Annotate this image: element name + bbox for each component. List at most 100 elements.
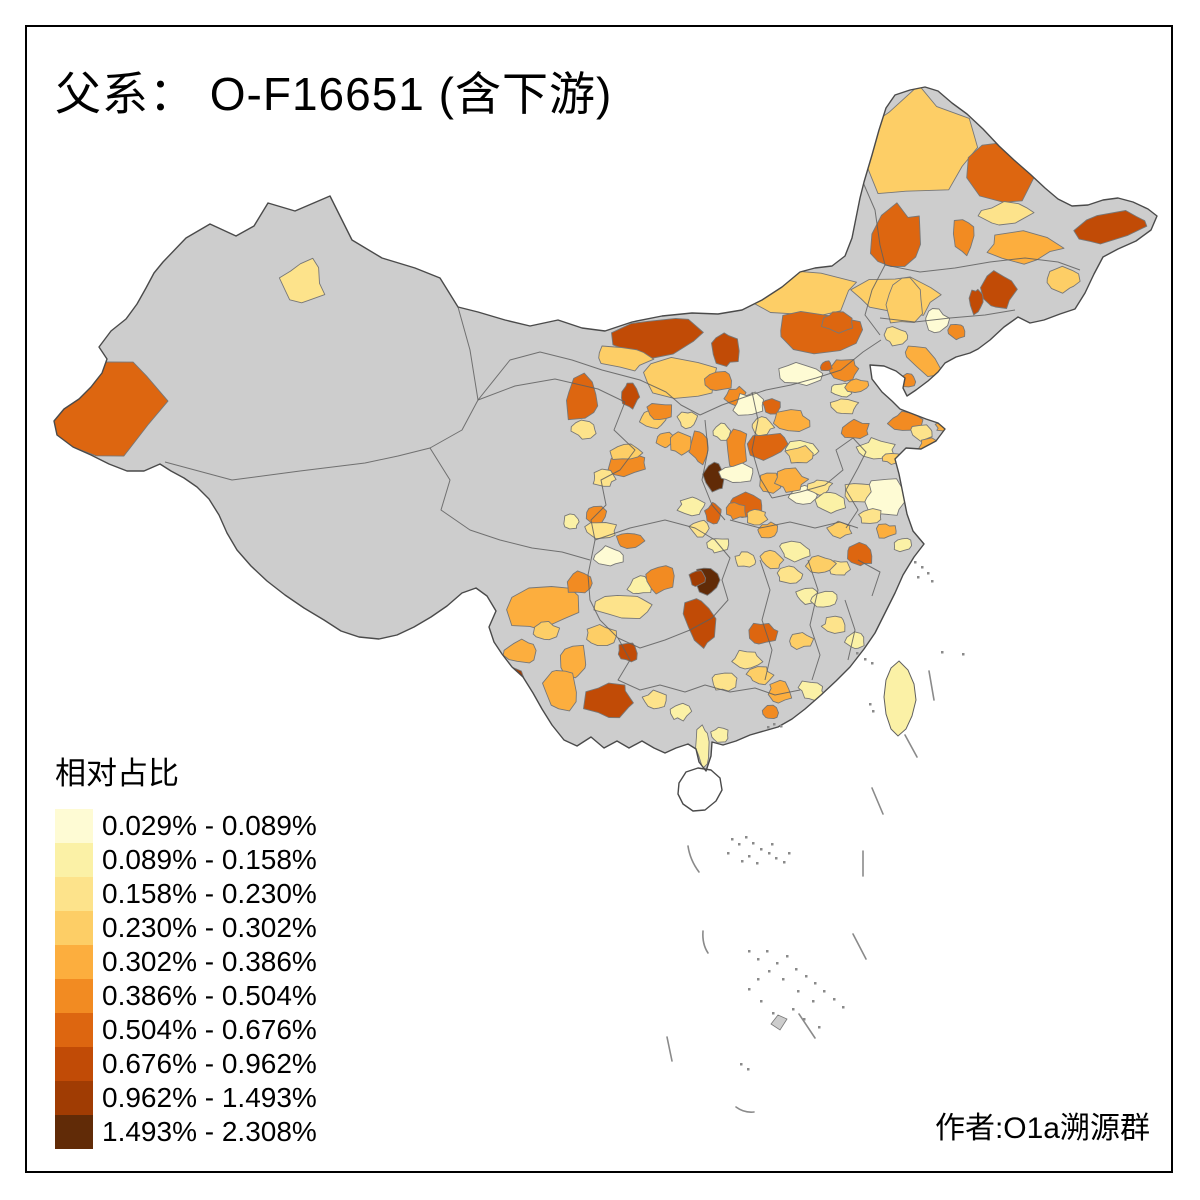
sea-islet-dot	[775, 857, 778, 860]
map-region	[746, 432, 789, 461]
map-region	[858, 508, 882, 524]
legend-row: 0.962% - 1.493%	[55, 1081, 317, 1115]
legend-row: 0.230% - 0.302%	[55, 911, 317, 945]
legend-row: 0.029% - 0.089%	[55, 809, 317, 843]
map-region	[925, 308, 951, 334]
map-region	[710, 726, 729, 743]
map-region	[968, 288, 984, 316]
legend-title: 相对占比	[55, 756, 179, 791]
sea-islet-dot	[812, 1000, 815, 1003]
sea-islet-dot	[842, 1006, 845, 1009]
legend-label: 1.493% - 2.308%	[102, 1116, 317, 1147]
map-region	[789, 632, 815, 650]
map-region	[748, 622, 779, 645]
map-title: 父系： O-F16651 (含下游)	[55, 68, 613, 120]
legend-label: 0.386% - 0.504%	[102, 980, 317, 1011]
legend-label: 0.962% - 1.493%	[102, 1082, 317, 1113]
map-region	[566, 570, 593, 594]
map-region	[977, 201, 1035, 226]
map-region	[778, 361, 824, 387]
map-region	[746, 508, 769, 526]
sea-islet-dot	[917, 576, 920, 579]
map-region	[711, 332, 740, 367]
sea-islets	[727, 561, 965, 1071]
sea-islet-dot	[856, 652, 859, 655]
map-region	[774, 467, 810, 493]
map-region	[804, 555, 837, 574]
map-region	[593, 594, 653, 620]
sea-islet-dot	[864, 658, 867, 661]
sea-islet-dot	[914, 561, 917, 564]
province-borders	[164, 179, 1081, 696]
attribution: 作者:O1a溯源群	[934, 1112, 1150, 1145]
sea-islet-dot	[760, 1000, 763, 1003]
legend-row: 0.158% - 0.230%	[55, 877, 317, 911]
map-region	[821, 311, 854, 334]
national-border	[53, 86, 1158, 772]
sea-islet-dot	[767, 726, 770, 729]
map-region	[583, 682, 634, 719]
legend-label: 0.504% - 0.676%	[102, 1014, 317, 1045]
legend-swatch	[55, 1013, 93, 1047]
map-region	[566, 372, 599, 421]
map-region	[711, 672, 738, 692]
map-region	[570, 419, 597, 440]
map-region	[592, 545, 624, 567]
sea-islet-dot	[731, 838, 734, 841]
legend-swatch	[55, 911, 93, 945]
map-region	[695, 724, 710, 769]
map-region	[646, 403, 673, 421]
sea-islet-dot	[931, 580, 934, 583]
legend-swatch	[55, 979, 93, 1013]
map-region	[1073, 210, 1148, 245]
map-region	[761, 704, 779, 720]
map-region	[611, 317, 704, 360]
sea-islet-dot	[788, 852, 791, 855]
map-region	[904, 345, 948, 378]
legend-row: 0.089% - 0.158%	[55, 843, 317, 877]
legend-label: 0.029% - 0.089%	[102, 810, 317, 841]
map-region	[844, 378, 870, 393]
legend-label: 0.676% - 0.962%	[102, 1048, 317, 1079]
map-region	[1046, 265, 1081, 294]
sea-islet-dot	[792, 1008, 795, 1011]
sea-islet-dot	[921, 566, 924, 569]
sea-islet-dot	[738, 843, 741, 846]
legend-swatch	[55, 945, 93, 979]
sea-islet-dot	[927, 572, 930, 575]
map-region	[676, 411, 699, 430]
map-region	[641, 689, 667, 710]
map-region	[829, 359, 860, 382]
map-region	[759, 472, 782, 494]
map-region	[772, 409, 811, 432]
sea-islet-dot	[772, 1012, 775, 1015]
sea-islet-dot	[776, 962, 779, 965]
map-region	[918, 437, 947, 454]
taiwan-island	[883, 660, 917, 737]
map-region	[712, 422, 732, 441]
map-region	[559, 644, 587, 679]
sea-islet-dot	[869, 703, 872, 706]
sea-islet-dot	[756, 862, 759, 865]
legend-row: 1.493% - 2.308%	[55, 1115, 317, 1149]
sea-islet-dot	[766, 950, 769, 953]
map-region	[952, 219, 975, 257]
map-region	[598, 345, 655, 372]
plot-frame	[25, 25, 1173, 1173]
map-region	[676, 496, 706, 517]
map-region	[883, 326, 909, 347]
legend-row: 0.676% - 0.962%	[55, 1047, 317, 1081]
map-region	[947, 323, 966, 341]
sea-islet-dot	[727, 852, 730, 855]
sea-islet-dot	[823, 990, 826, 993]
map-region	[682, 598, 717, 649]
map-region	[688, 570, 706, 587]
sea-islet-dot	[786, 955, 789, 958]
map-region	[893, 537, 913, 553]
map-region	[502, 638, 537, 664]
map-region	[615, 532, 646, 549]
map-region	[626, 575, 653, 594]
sea-islet-dot	[757, 958, 760, 961]
